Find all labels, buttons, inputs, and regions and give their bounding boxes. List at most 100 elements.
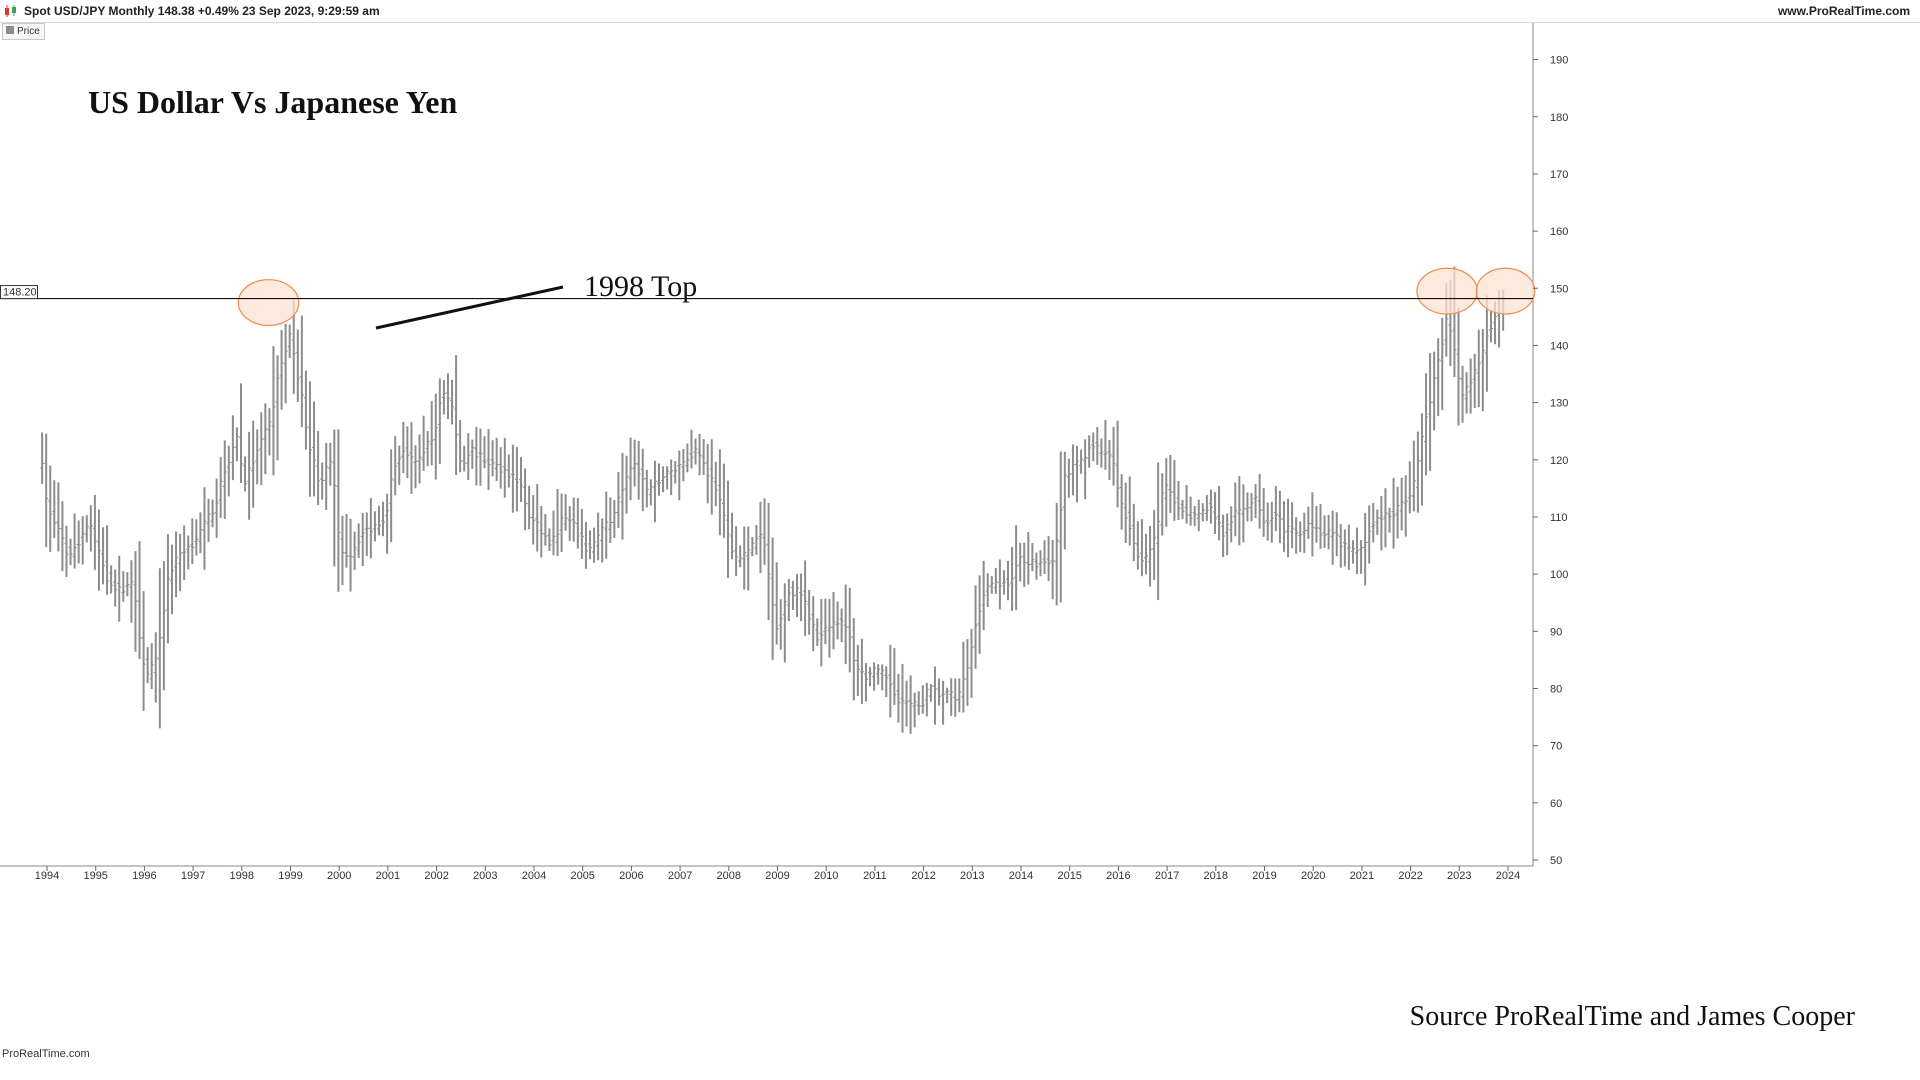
highlight-circle: [237, 279, 300, 327]
ohlc-bar: [283, 324, 288, 404]
ohlc-bar: [1419, 413, 1424, 506]
ohlc-bar: [1143, 533, 1148, 575]
ohlc-bar: [758, 501, 763, 574]
ohlc-bar: [1075, 446, 1080, 503]
ohlc-bar: [1350, 540, 1355, 564]
ohlc-bar: [1058, 451, 1063, 603]
ohlc-bar: [1395, 486, 1400, 539]
ohlc-bar: [823, 598, 828, 645]
ohlc-bar: [129, 560, 134, 623]
ohlc-bar: [145, 647, 150, 684]
ohlc-bar: [588, 530, 593, 560]
price-legend-toggle[interactable]: Price: [2, 23, 45, 40]
ohlc-bar: [1184, 485, 1189, 524]
x-tick-label: 1996: [132, 870, 156, 882]
ohlc-bar: [746, 526, 751, 591]
x-tick-label: 2013: [960, 870, 984, 882]
ohlc-bar: [908, 675, 913, 734]
ohlc-bar: [1330, 510, 1335, 565]
annotation-1998-top: 1998 Top: [584, 270, 697, 303]
ohlc-bar: [1265, 502, 1270, 541]
highlight-circles: [237, 267, 1536, 327]
ohlc-bar: [271, 346, 276, 476]
candlestick-logo-icon: [5, 5, 16, 17]
ohlc-bar: [287, 324, 292, 359]
ohlc-bar: [165, 534, 170, 644]
watermark: ProRealTime.com: [2, 1048, 90, 1060]
x-tick-label: 2005: [570, 870, 594, 882]
ohlc-bar: [1127, 476, 1132, 546]
ohlc-bar: [381, 501, 386, 537]
x-tick-label: 2016: [1106, 870, 1130, 882]
ohlc-bar: [815, 618, 820, 646]
ohlc-bar: [993, 567, 998, 594]
x-tick-label: 2009: [765, 870, 789, 882]
ohlc-bar: [713, 461, 718, 507]
ohlc-bar: [1164, 457, 1169, 527]
ohlc-bar: [72, 513, 77, 569]
ohlc-bar: [989, 576, 994, 594]
ohlc-bar: [247, 431, 252, 520]
ohlc-bar: [1046, 536, 1051, 582]
ohlc-bar: [652, 460, 657, 523]
ohlc-bar: [312, 401, 317, 497]
x-tick-label: 2017: [1155, 870, 1179, 882]
ohlc-bar: [389, 449, 394, 543]
ohlc-bar: [730, 512, 735, 560]
ohlc-bar: [214, 478, 219, 538]
ohlc-bar: [985, 573, 990, 608]
ohlc-bar: [1001, 570, 1006, 595]
ohlc-bar: [559, 493, 564, 552]
ohlc-bar: [113, 569, 118, 607]
ohlc-bar: [701, 439, 706, 475]
ohlc-bar: [425, 431, 430, 467]
legend-label: Price: [17, 26, 40, 37]
resistance-price-label: 148.20: [0, 285, 38, 300]
ohlc-bar: [372, 511, 377, 542]
ohlc-bar: [470, 439, 475, 469]
ohlc-bar: [636, 440, 641, 500]
time-axis: 1994 1995 1996 1997 1998 1999 2000 2001 2002 2003…: [35, 866, 1520, 882]
ohlc-bar: [279, 329, 284, 410]
ohlc-bar: [230, 415, 235, 481]
ohlc-bar: [1180, 499, 1185, 520]
y-tick-label: 150: [1550, 283, 1568, 295]
ohlc-bar: [169, 544, 174, 615]
ohlc-bar: [1026, 532, 1031, 585]
ohlc-bar: [896, 673, 901, 723]
ohlc-bar: [592, 527, 597, 563]
ohlc-bar: [1306, 506, 1311, 539]
ohlc-bar: [385, 493, 390, 554]
ohlc-bar: [1484, 295, 1489, 392]
ohlc-bar: [1225, 513, 1230, 556]
ohlc-bar: [977, 575, 982, 654]
ohlc-bar: [596, 512, 601, 561]
ohlc-bar: [218, 457, 223, 518]
ohlc-bar: [56, 482, 61, 552]
ohlc-bar: [1135, 521, 1140, 570]
ohlc-bar: [360, 512, 365, 567]
ohlc-bar: [839, 608, 844, 643]
ohlc-bar: [863, 663, 868, 702]
ohlc-bar: [316, 431, 321, 506]
ohlc-bar: [1326, 514, 1331, 550]
ohlc-bar: [924, 682, 929, 717]
site-url-link[interactable]: www.ProRealTime.com: [1777, 4, 1910, 18]
ohlc-bar: [182, 525, 187, 580]
ohlc-bar: [1119, 474, 1124, 530]
ohlc-bar: [1363, 513, 1368, 586]
x-tick-label: 2008: [717, 870, 741, 882]
ohlc-bar: [725, 480, 730, 578]
x-tick-label: 1997: [181, 870, 205, 882]
ohlc-bar: [153, 632, 158, 703]
ohlc-bar: [1302, 512, 1307, 553]
ohlc-bar: [1359, 540, 1364, 574]
ohlc-bar: [486, 429, 491, 490]
ohlc-bar: [1115, 420, 1120, 508]
ohlc-bar: [762, 498, 767, 565]
ohlc-bar: [1245, 492, 1250, 522]
ohlc-bar: [1355, 527, 1360, 575]
annotation-pointer-line: [375, 285, 564, 330]
ohlc-bar: [973, 585, 978, 669]
